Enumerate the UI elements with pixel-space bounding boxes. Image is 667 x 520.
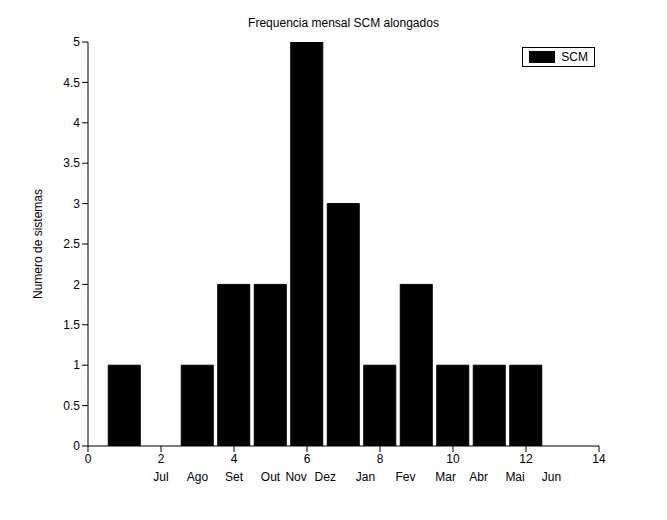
svg-text:Jan: Jan <box>356 470 375 484</box>
svg-text:0: 0 <box>85 452 92 466</box>
svg-text:Ago: Ago <box>187 470 209 484</box>
svg-text:14: 14 <box>592 452 606 466</box>
svg-text:Set: Set <box>225 470 244 484</box>
svg-text:2.5: 2.5 <box>63 237 80 251</box>
svg-text:Jun: Jun <box>542 470 561 484</box>
svg-text:0: 0 <box>73 439 80 453</box>
svg-text:0.5: 0.5 <box>63 399 80 413</box>
svg-text:Dez: Dez <box>315 470 336 484</box>
svg-text:Mar: Mar <box>435 470 456 484</box>
svg-text:4: 4 <box>73 116 80 130</box>
html-text:SCM: SCM <box>561 50 588 64</box>
svg-text:Jul: Jul <box>153 470 168 484</box>
svg-text:4: 4 <box>231 452 238 466</box>
html-text:Frequencia mensal SCM alongado: Frequencia mensal SCM alongados <box>248 16 439 30</box>
svg-text:3.5: 3.5 <box>63 156 80 170</box>
svg-text:12: 12 <box>519 452 533 466</box>
svg-text:6: 6 <box>304 452 311 466</box>
svg-text:10: 10 <box>446 452 460 466</box>
svg-text:Mai: Mai <box>505 470 524 484</box>
svg-text:Out: Out <box>261 470 281 484</box>
svg-text:Nov: Nov <box>285 470 306 484</box>
svg-text:1: 1 <box>73 358 80 372</box>
svg-text:Abr: Abr <box>469 470 488 484</box>
svg-text:4.5: 4.5 <box>63 76 80 90</box>
svg-text:2: 2 <box>73 278 80 292</box>
svg-text:3: 3 <box>73 197 80 211</box>
svg-text:Fev: Fev <box>396 470 416 484</box>
svg-text:1.5: 1.5 <box>63 318 80 332</box>
svg-text:Numero de sistemas: Numero de sistemas <box>31 189 45 299</box>
svg-text:5: 5 <box>73 35 80 49</box>
svg-text:8: 8 <box>377 452 384 466</box>
svg-text:2: 2 <box>158 452 165 466</box>
